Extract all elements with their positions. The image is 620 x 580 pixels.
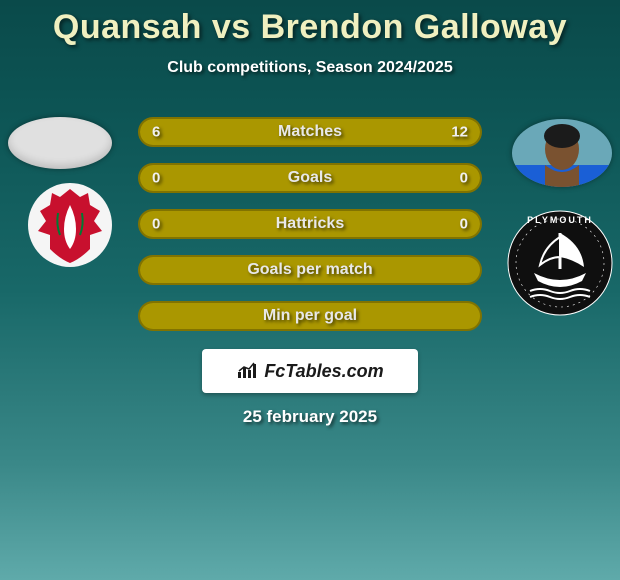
watermark-badge: FcTables.com — [202, 349, 418, 393]
bar-label: Min per goal — [263, 307, 357, 325]
bar-label: Goals per match — [247, 261, 372, 279]
bar-value-left: 0 — [152, 170, 160, 187]
bar-value-right: 0 — [460, 170, 468, 187]
bar-value-left: 6 — [152, 124, 160, 141]
bar-value-left: 0 — [152, 216, 160, 233]
watermark-text: FcTables.com — [264, 361, 383, 382]
subtitle: Club competitions, Season 2024/2025 — [0, 59, 620, 77]
bar-value-right: 0 — [460, 216, 468, 233]
svg-text:PLYMOUTH: PLYMOUTH — [527, 215, 593, 225]
stat-bar: 0 0 Goals — [138, 163, 482, 193]
bar-fill-right — [310, 165, 480, 191]
comparison-area: PLYMOUTH 6 12 Matches 0 0 Goals 0 0 Hattricks Goa… — [0, 95, 620, 435]
stat-bars: 6 12 Matches 0 0 Goals 0 0 Hattricks Goals per ma… — [138, 117, 482, 347]
bar-label: Hattricks — [276, 215, 344, 233]
chart-icon — [236, 362, 258, 380]
page-title: Quansah vs Brendon Galloway — [0, 0, 620, 47]
player-left-avatar — [8, 117, 112, 169]
club-right-crest: PLYMOUTH — [500, 203, 620, 323]
stat-bar: Min per goal — [138, 301, 482, 331]
stat-bar: 0 0 Hattricks — [138, 209, 482, 239]
player-right-avatar — [512, 119, 612, 187]
stat-bar: Goals per match — [138, 255, 482, 285]
bar-label: Matches — [278, 123, 342, 141]
bar-label: Goals — [288, 169, 332, 187]
bar-value-right: 12 — [451, 124, 468, 141]
bar-fill-left — [140, 165, 310, 191]
stat-bar: 6 12 Matches — [138, 117, 482, 147]
club-left-crest — [20, 175, 120, 275]
date-text: 25 february 2025 — [0, 407, 620, 427]
